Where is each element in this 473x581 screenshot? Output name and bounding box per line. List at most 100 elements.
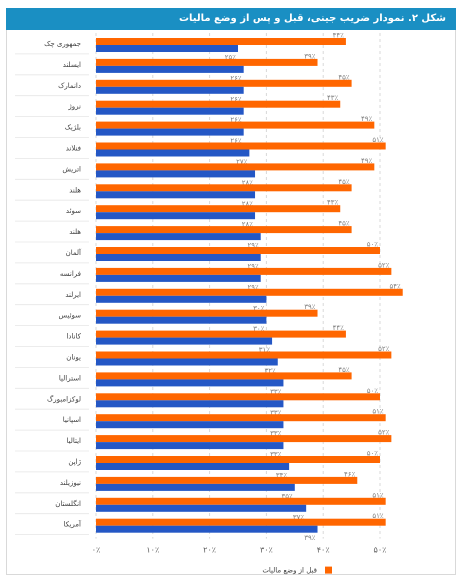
value-label-after: ۲۸٪ xyxy=(242,221,254,229)
category-label: هلند xyxy=(69,228,81,236)
category-label: ژاپن xyxy=(68,458,81,466)
bar-after-tax xyxy=(96,337,273,345)
x-tick-label: ۰٪ xyxy=(92,546,101,555)
category-label: هلند xyxy=(69,186,81,194)
category-label: ایسلند xyxy=(63,61,81,69)
value-label-after: ۳۳٪ xyxy=(270,451,282,459)
category-label: ایرلند xyxy=(65,291,81,299)
category-label: آمریکا xyxy=(63,520,82,529)
x-tick-label: ۳۰٪ xyxy=(260,546,273,555)
bar-before-tax xyxy=(96,309,318,317)
bar-before-tax xyxy=(96,288,403,296)
value-label-before: ۵۱٪ xyxy=(372,408,384,416)
bar-after-tax xyxy=(96,107,244,115)
chart-title: شکل ۲. نمودار ضریب جینی، قبل و پس از وضع… xyxy=(6,8,456,30)
value-label-before: ۴۳٪ xyxy=(327,94,339,102)
category-label: ایتالیا xyxy=(66,437,81,445)
value-label-after: ۲۶٪ xyxy=(230,137,242,145)
value-label-before: ۵۰٪ xyxy=(367,387,379,395)
value-label-before: ۳۹٪ xyxy=(304,52,316,60)
value-label-after: ۳۳٪ xyxy=(270,409,282,417)
bar-before-tax xyxy=(96,247,380,254)
bar-after-tax xyxy=(96,149,250,157)
value-label-before: ۵۱٪ xyxy=(372,136,384,144)
bar-after-tax xyxy=(96,65,244,73)
value-label-after: ۳۴٪ xyxy=(276,472,288,480)
category-label: کانادا xyxy=(66,333,81,341)
value-label-after: ۲۵٪ xyxy=(225,54,237,62)
value-label-before: ۵۲٪ xyxy=(378,261,390,269)
category-label: انگلستان xyxy=(55,499,81,508)
category-label: دانمارک xyxy=(58,82,81,90)
bar-before-tax xyxy=(96,372,352,380)
bar-before-tax xyxy=(96,497,386,505)
category-label: سوئیس xyxy=(59,312,82,320)
category-label: فرانسه xyxy=(60,270,81,278)
bar-after-tax xyxy=(96,128,244,136)
x-tick-label: ۵۰٪ xyxy=(374,546,387,555)
bar-after-tax xyxy=(96,442,284,450)
value-label-after: ۳۵٪ xyxy=(282,492,294,500)
bar-before-tax xyxy=(96,121,375,129)
bar-before-tax xyxy=(96,330,346,338)
legend-swatch-before xyxy=(325,566,332,574)
bar-after-tax xyxy=(96,191,256,199)
bar-after-tax xyxy=(96,483,295,491)
value-label-after: ۲۹٪ xyxy=(247,263,259,271)
value-label-after: ۲۸٪ xyxy=(242,179,254,187)
value-label-before: ۳۹٪ xyxy=(304,303,316,311)
bar-after-tax xyxy=(96,295,267,303)
category-label: فنلاند xyxy=(66,145,81,153)
value-label-after: ۲۶٪ xyxy=(230,95,242,103)
bar-before-tax xyxy=(96,518,386,526)
value-label-before: ۵۰٪ xyxy=(367,241,379,249)
value-label-before: ۴۴٪ xyxy=(333,324,345,332)
bar-before-tax xyxy=(96,184,352,192)
value-label-before: ۵۰٪ xyxy=(367,450,379,458)
category-label: اسپانیا xyxy=(63,416,81,424)
bar-before-tax xyxy=(96,393,380,401)
value-label-after: ۳۲٪ xyxy=(264,367,276,375)
value-label-before: ۵۱٪ xyxy=(372,491,384,499)
value-label-before: ۴۵٪ xyxy=(338,73,350,81)
bar-before-tax xyxy=(96,267,392,275)
value-label-after: ۲۷٪ xyxy=(236,158,248,166)
value-label-before: ۴۳٪ xyxy=(327,199,339,207)
value-label-before: ۴۵٪ xyxy=(338,366,350,374)
category-label: جمهوری چک xyxy=(44,40,81,48)
bar-before-tax xyxy=(96,163,375,171)
value-label-after: ۳۳٪ xyxy=(270,430,282,438)
bar-after-tax xyxy=(96,254,261,261)
bar-before-tax xyxy=(96,476,358,484)
value-label-after: ۳۰٪ xyxy=(253,304,265,312)
value-label-before: ۵۴٪ xyxy=(389,282,401,290)
value-label-after: ۲۶٪ xyxy=(230,74,242,82)
value-label-before: ۴۹٪ xyxy=(361,115,373,123)
bar-after-tax xyxy=(96,379,284,387)
bar-before-tax xyxy=(96,351,392,359)
bar-before-tax xyxy=(96,142,386,150)
chart-area: ۰٪ ۱۰٪ ۲۰٪ ۳۰٪ ۴۰٪ ۵۰٪ ۴۴٪ ۲۵٪ جمهوری چک ۳۹٪ ۲۶٪ ای… xyxy=(6,30,456,581)
category-label: سوئد xyxy=(66,207,81,215)
value-label-before: ۵۱٪ xyxy=(372,512,384,520)
value-label-before: ۴۵٪ xyxy=(338,220,350,228)
value-label-before: ۴۴٪ xyxy=(333,32,345,40)
bar-before-tax xyxy=(96,38,346,45)
value-label-after: ۳۰٪ xyxy=(253,325,265,333)
value-label-after: ۲۹٪ xyxy=(247,242,259,250)
legend-label-before: قبل از وضع مالیات xyxy=(262,567,317,575)
category-label: آلمان xyxy=(66,248,82,257)
category-label: لوکزامبورگ xyxy=(47,394,81,403)
bar-before-tax xyxy=(96,205,341,213)
category-label: یونان xyxy=(66,354,81,362)
value-label-after: ۲۶٪ xyxy=(230,116,242,124)
category-label: نیوزیلند xyxy=(60,479,81,487)
bar-before-tax xyxy=(96,414,386,422)
bar-before-tax xyxy=(96,456,380,463)
x-tick-label: ۴۰٪ xyxy=(317,546,330,555)
bar-after-tax xyxy=(96,86,244,94)
chart-svg: ۰٪ ۱۰٪ ۲۰٪ ۳۰٪ ۴۰٪ ۵۰٪ ۴۴٪ ۲۵٪ جمهوری چک ۳۹٪ ۲۶٪ ای… xyxy=(15,32,406,581)
value-label-before: ۴۶٪ xyxy=(344,470,356,478)
category-label: بلژیک xyxy=(65,124,81,132)
value-label-after: ۳۷٪ xyxy=(293,513,305,521)
